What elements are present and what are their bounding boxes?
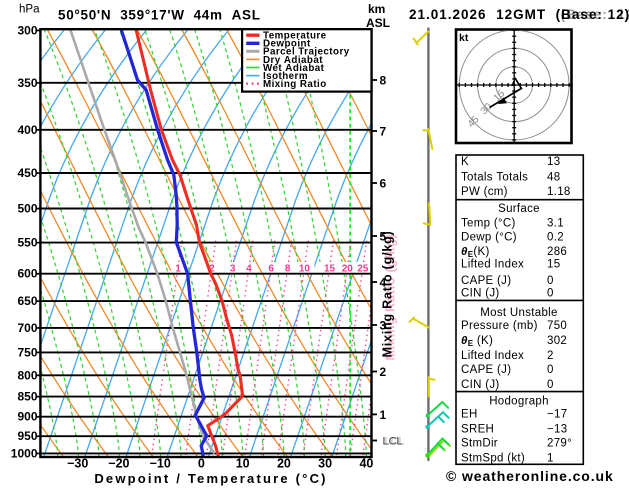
svg-text:0: 0 bbox=[547, 379, 554, 391]
svg-text:15: 15 bbox=[547, 259, 560, 271]
svg-text:Mixing Ratio (g/kg): Mixing Ratio (g/kg) bbox=[381, 231, 395, 358]
svg-text:550: 550 bbox=[17, 236, 37, 250]
svg-text:21.01.2026 12GMT (Base: 12): 21.01.2026 12GMT (Base: 12) bbox=[409, 7, 629, 22]
svg-text:−17: −17 bbox=[547, 409, 567, 421]
svg-text:CIN (J): CIN (J) bbox=[461, 379, 500, 391]
svg-text:Lifted Index: Lifted Index bbox=[461, 350, 524, 362]
svg-text:950: 950 bbox=[17, 429, 37, 443]
svg-text:SREH: SREH bbox=[461, 423, 494, 435]
svg-text:750: 750 bbox=[17, 345, 37, 359]
svg-text:Most Unstable: Most Unstable bbox=[480, 307, 557, 319]
svg-text:6: 6 bbox=[380, 177, 387, 191]
svg-text:−10: −10 bbox=[150, 457, 171, 471]
svg-text:0.2: 0.2 bbox=[547, 232, 564, 244]
svg-text:7: 7 bbox=[380, 125, 387, 139]
svg-text:1: 1 bbox=[380, 408, 387, 422]
svg-text:StmSpd (kt): StmSpd (kt) bbox=[461, 452, 525, 464]
svg-text:1: 1 bbox=[547, 452, 554, 464]
svg-text:© weatheronline.co.uk: © weatheronline.co.uk bbox=[446, 468, 614, 484]
svg-text:Dewp (°C): Dewp (°C) bbox=[461, 232, 517, 244]
svg-text:LCL: LCL bbox=[383, 436, 403, 448]
svg-text:600: 600 bbox=[17, 267, 37, 281]
svg-text:48: 48 bbox=[547, 172, 560, 184]
svg-text:Surface: Surface bbox=[498, 203, 540, 215]
svg-text:0: 0 bbox=[547, 275, 554, 287]
svg-text:450: 450 bbox=[17, 166, 37, 180]
svg-text:800: 800 bbox=[17, 368, 37, 382]
svg-text:θE (K): θE (K) bbox=[461, 335, 493, 348]
svg-text:700: 700 bbox=[17, 321, 37, 335]
svg-text:EH: EH bbox=[461, 409, 478, 421]
svg-text:900: 900 bbox=[17, 410, 37, 424]
svg-text:0: 0 bbox=[547, 288, 554, 300]
svg-text:2: 2 bbox=[547, 350, 554, 362]
svg-text:Pressure (mb): Pressure (mb) bbox=[461, 320, 538, 332]
svg-text:20: 20 bbox=[277, 457, 291, 471]
svg-text:400: 400 bbox=[17, 123, 37, 137]
svg-text:StmDir: StmDir bbox=[461, 438, 498, 450]
svg-text:50°50'N 359°17'W 44m ASL: 50°50'N 359°17'W 44m ASL bbox=[58, 8, 261, 23]
svg-text:ASL: ASL bbox=[366, 16, 390, 30]
svg-text:km: km bbox=[368, 2, 385, 16]
svg-text:650: 650 bbox=[17, 294, 37, 308]
svg-text:1000: 1000 bbox=[11, 446, 38, 460]
svg-text:300: 300 bbox=[17, 23, 37, 37]
svg-text:30: 30 bbox=[318, 457, 332, 471]
svg-text:286: 286 bbox=[547, 246, 567, 258]
svg-text:3.1: 3.1 bbox=[547, 217, 564, 229]
svg-text:Lifted Index: Lifted Index bbox=[461, 259, 524, 271]
svg-text:0: 0 bbox=[198, 457, 205, 471]
svg-text:θE(K): θE(K) bbox=[461, 246, 490, 259]
svg-text:CIN (J): CIN (J) bbox=[461, 288, 500, 300]
svg-text:Hodograph: Hodograph bbox=[489, 395, 549, 407]
svg-text:K: K bbox=[461, 156, 469, 168]
svg-text:350: 350 bbox=[17, 76, 37, 90]
svg-text:10: 10 bbox=[236, 457, 250, 471]
svg-text:Temp (°C): Temp (°C) bbox=[461, 217, 516, 229]
svg-text:−20: −20 bbox=[108, 457, 129, 471]
svg-text:PW (cm): PW (cm) bbox=[461, 186, 508, 198]
svg-text:−13: −13 bbox=[547, 423, 567, 435]
svg-text:8: 8 bbox=[380, 74, 387, 88]
svg-text:40: 40 bbox=[359, 457, 373, 471]
svg-text:0: 0 bbox=[547, 364, 554, 376]
svg-text:Totals Totals: Totals Totals bbox=[461, 172, 528, 184]
svg-text:750: 750 bbox=[547, 320, 567, 332]
svg-text:850: 850 bbox=[17, 390, 37, 404]
svg-text:1.18: 1.18 bbox=[547, 186, 571, 198]
svg-text:CAPE (J): CAPE (J) bbox=[461, 364, 511, 376]
svg-text:500: 500 bbox=[17, 202, 37, 216]
svg-text:Dewpoint / Temperature (°C): Dewpoint / Temperature (°C) bbox=[94, 471, 327, 486]
svg-text:Mixing Ratio: Mixing Ratio bbox=[263, 79, 327, 90]
svg-text:kt: kt bbox=[459, 32, 469, 44]
svg-text:279°: 279° bbox=[547, 438, 572, 450]
svg-text:302: 302 bbox=[547, 335, 567, 347]
svg-text:CAPE (J): CAPE (J) bbox=[461, 275, 511, 287]
svg-text:hPa: hPa bbox=[19, 4, 40, 16]
svg-text:13: 13 bbox=[547, 156, 560, 168]
svg-text:−30: −30 bbox=[67, 457, 88, 471]
svg-text:2: 2 bbox=[380, 365, 387, 379]
